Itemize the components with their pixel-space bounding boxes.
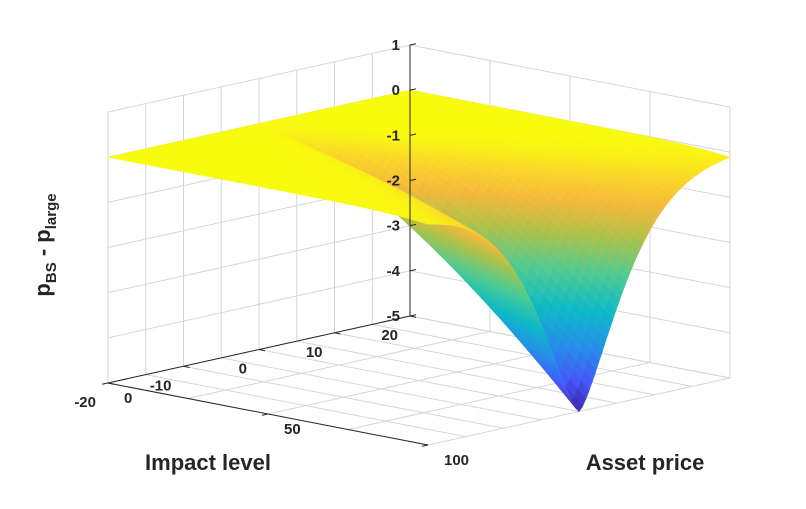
z-tick (409, 269, 417, 272)
y-tick-label: -10 (150, 377, 172, 394)
y-axis-label: Impact level (145, 450, 271, 475)
z-tick-label: -3 (387, 218, 400, 235)
z-axis-label: pBS - plarge (30, 193, 60, 296)
z-tick-label: -5 (387, 308, 400, 325)
x-tick (421, 444, 429, 447)
z-tick-label: -2 (387, 173, 400, 190)
z-tick (409, 88, 417, 91)
grid-line (145, 374, 466, 438)
grid-line (183, 365, 504, 429)
grid-line (334, 332, 655, 396)
z-tick (409, 43, 417, 46)
x-tick-label: 100 (444, 452, 469, 469)
y-tick (107, 382, 115, 385)
grid-line (221, 357, 542, 421)
surface (107, 89, 731, 413)
x-axis-label: Asset price (586, 450, 705, 475)
y-tick-label: -20 (74, 394, 96, 411)
x-tick (261, 413, 269, 416)
y-tick-label: 10 (306, 344, 323, 361)
y-tick (409, 315, 417, 318)
z-tick-labels: 1 0 -1 -2 -3 -4 -5 (387, 37, 401, 325)
y-tick (183, 365, 190, 368)
y-tick-label: 20 (381, 327, 398, 344)
z-tick-label: 0 (392, 82, 400, 99)
y-tick (258, 349, 266, 352)
x-tick-label: 0 (124, 390, 132, 407)
y-tick (334, 332, 341, 335)
grid-line (258, 349, 580, 412)
x-tick (101, 382, 109, 385)
z-tick-label: 1 (392, 37, 400, 54)
z-tick-label: -4 (387, 263, 401, 280)
z-tick-label: -1 (387, 127, 400, 144)
x-tick-label: 50 (284, 421, 301, 438)
y-tick-label: 0 (239, 361, 247, 378)
